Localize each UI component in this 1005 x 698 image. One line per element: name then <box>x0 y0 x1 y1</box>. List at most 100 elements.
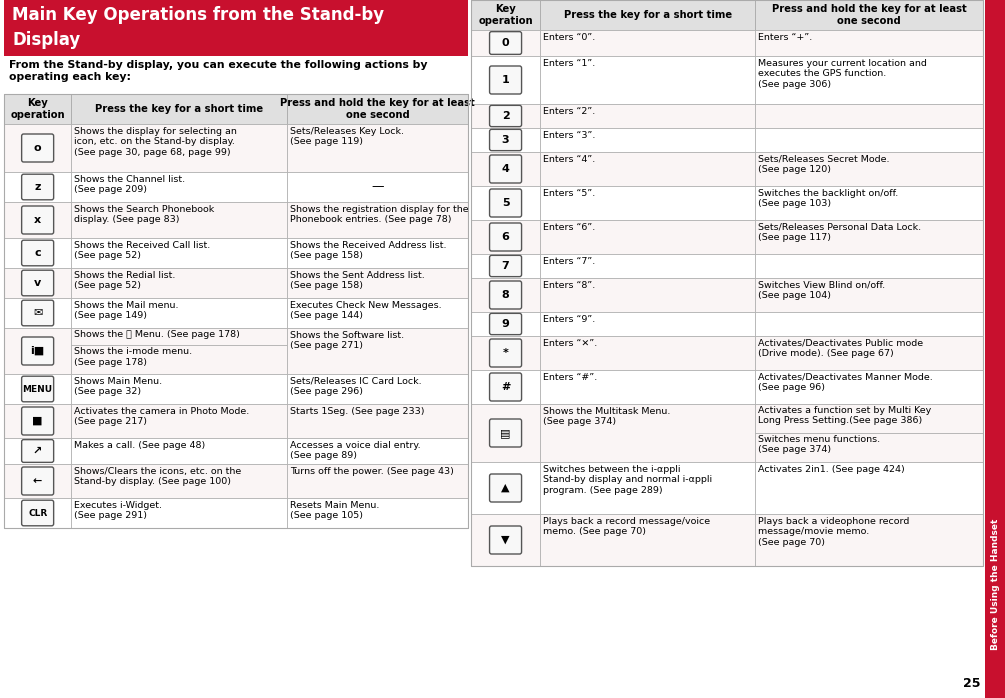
FancyBboxPatch shape <box>22 407 53 435</box>
Bar <box>4 374 71 404</box>
FancyBboxPatch shape <box>22 337 53 365</box>
Bar <box>755 152 983 186</box>
FancyBboxPatch shape <box>489 313 522 334</box>
Text: Starts 1Seg. (See page 233): Starts 1Seg. (See page 233) <box>290 407 424 416</box>
FancyBboxPatch shape <box>22 467 53 495</box>
Text: Shows the Search Phonebook
display. (See page 83): Shows the Search Phonebook display. (See… <box>74 205 214 224</box>
Text: Shows the Channel list.
(See page 209): Shows the Channel list. (See page 209) <box>74 175 185 195</box>
Bar <box>4 438 71 464</box>
Bar <box>471 312 540 336</box>
Bar <box>287 94 468 124</box>
Bar <box>471 0 540 30</box>
Bar <box>540 128 755 152</box>
Text: 1: 1 <box>501 75 510 85</box>
Bar <box>540 104 755 128</box>
Text: Enters “2”.: Enters “2”. <box>543 107 595 116</box>
Text: Shows the i-mode menu.
(See page 178): Shows the i-mode menu. (See page 178) <box>74 348 192 367</box>
FancyBboxPatch shape <box>489 66 522 94</box>
Bar <box>71 328 287 346</box>
FancyBboxPatch shape <box>489 155 522 183</box>
Bar <box>755 56 983 104</box>
Bar <box>287 172 468 202</box>
Text: Enters “0”.: Enters “0”. <box>543 33 595 42</box>
Bar <box>755 404 983 433</box>
Text: Activates the camera in Photo Mode.
(See page 217): Activates the camera in Photo Mode. (See… <box>74 407 249 426</box>
Text: v: v <box>34 278 41 288</box>
Bar <box>540 186 755 220</box>
Text: Switches the backlight on/off.
(See page 103): Switches the backlight on/off. (See page… <box>758 189 898 209</box>
Bar <box>755 278 983 312</box>
Bar <box>4 202 71 238</box>
Text: 5: 5 <box>501 198 510 208</box>
Text: Enters “3”.: Enters “3”. <box>543 131 596 140</box>
Bar <box>755 220 983 254</box>
Bar <box>287 328 468 374</box>
Text: Press the key for a short time: Press the key for a short time <box>95 104 263 114</box>
Bar <box>4 268 71 298</box>
Text: #: # <box>500 382 511 392</box>
Bar <box>540 278 755 312</box>
Text: Turns off the power. (See page 43): Turns off the power. (See page 43) <box>290 467 454 476</box>
FancyBboxPatch shape <box>22 270 53 296</box>
Bar <box>985 0 1005 698</box>
Bar <box>755 404 983 462</box>
Text: Press and hold the key for at least
one second: Press and hold the key for at least one … <box>280 98 475 120</box>
Text: Measures your current location and
executes the GPS function.
(See page 306): Measures your current location and execu… <box>758 59 927 89</box>
Bar <box>471 152 540 186</box>
Text: Activates a function set by Multi Key
Long Press Setting.(See page 386): Activates a function set by Multi Key Lo… <box>758 406 932 425</box>
Bar <box>287 404 468 438</box>
Bar <box>471 462 540 514</box>
Bar <box>71 124 287 172</box>
Bar <box>287 498 468 528</box>
Bar <box>4 464 71 498</box>
Text: Display: Display <box>12 31 80 49</box>
Bar <box>540 336 755 370</box>
Bar <box>4 0 468 56</box>
Text: Shows the Mail menu.
(See page 149): Shows the Mail menu. (See page 149) <box>74 301 179 320</box>
Text: Shows the Software list.
(See page 271): Shows the Software list. (See page 271) <box>290 331 404 350</box>
Text: Enters “+”.: Enters “+”. <box>758 33 812 42</box>
Bar <box>4 56 468 94</box>
Text: Sets/Releases Secret Mode.
(See page 120): Sets/Releases Secret Mode. (See page 120… <box>758 155 889 174</box>
Bar <box>471 370 540 404</box>
Bar <box>540 370 755 404</box>
Text: z: z <box>34 182 41 192</box>
Text: Sets/Releases IC Card Lock.
(See page 296): Sets/Releases IC Card Lock. (See page 29… <box>290 377 422 396</box>
Bar <box>471 404 540 462</box>
Text: 3: 3 <box>501 135 510 145</box>
Bar <box>755 186 983 220</box>
Bar <box>471 254 540 278</box>
Bar <box>4 498 71 528</box>
Bar <box>4 238 71 268</box>
Bar <box>287 464 468 498</box>
Text: ▲: ▲ <box>501 483 510 493</box>
Bar <box>755 0 983 30</box>
Bar <box>4 404 71 438</box>
Text: Shows the ⓘ Menu. (See page 178): Shows the ⓘ Menu. (See page 178) <box>74 330 240 339</box>
Bar <box>540 462 755 514</box>
FancyBboxPatch shape <box>22 500 53 526</box>
Bar <box>4 328 71 374</box>
FancyBboxPatch shape <box>489 129 522 151</box>
FancyBboxPatch shape <box>22 240 53 266</box>
Bar <box>71 438 287 464</box>
Bar <box>287 268 468 298</box>
Text: Plays back a record message/voice
memo. (See page 70): Plays back a record message/voice memo. … <box>543 517 711 536</box>
Bar <box>71 268 287 298</box>
Bar <box>755 462 983 514</box>
Bar <box>471 128 540 152</box>
FancyBboxPatch shape <box>489 255 522 276</box>
Text: ▤: ▤ <box>500 428 511 438</box>
Text: o: o <box>34 143 41 153</box>
Text: Enters “6”.: Enters “6”. <box>543 223 595 232</box>
Text: Enters “8”.: Enters “8”. <box>543 281 595 290</box>
Text: Shows the Multitask Menu.
(See page 374): Shows the Multitask Menu. (See page 374) <box>543 407 670 426</box>
Text: 7: 7 <box>501 261 510 271</box>
Text: Key
operation: Key operation <box>10 98 65 120</box>
Text: x: x <box>34 215 41 225</box>
Bar <box>471 220 540 254</box>
Bar <box>287 238 468 268</box>
Text: Makes a call. (See page 48): Makes a call. (See page 48) <box>74 441 206 450</box>
Bar <box>71 498 287 528</box>
FancyBboxPatch shape <box>22 376 53 402</box>
